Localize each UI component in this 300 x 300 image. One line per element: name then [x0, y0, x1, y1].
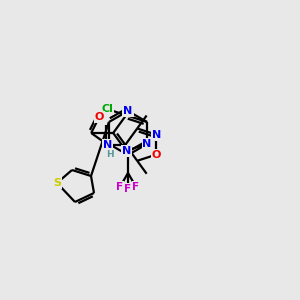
- Text: H: H: [106, 150, 113, 159]
- Text: O: O: [94, 112, 104, 122]
- Text: N: N: [142, 139, 152, 149]
- Text: N: N: [122, 146, 131, 156]
- Text: N: N: [123, 106, 133, 116]
- Text: N: N: [142, 139, 152, 149]
- Text: O: O: [152, 150, 161, 160]
- Text: Cl: Cl: [101, 104, 113, 114]
- Text: F: F: [132, 182, 140, 192]
- Text: S: S: [53, 178, 61, 188]
- Text: F: F: [124, 184, 132, 194]
- Text: F: F: [116, 182, 124, 192]
- Text: N: N: [103, 140, 112, 150]
- Text: N: N: [152, 130, 161, 140]
